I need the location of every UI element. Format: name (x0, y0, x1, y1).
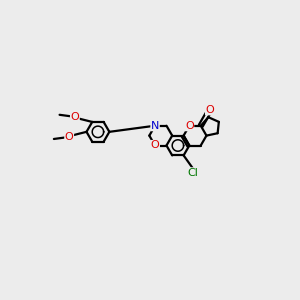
Text: O: O (185, 121, 194, 131)
Text: N: N (151, 121, 159, 131)
Text: O: O (206, 105, 214, 115)
Text: O: O (151, 140, 159, 151)
Text: Cl: Cl (188, 168, 198, 178)
Text: O: O (70, 112, 79, 122)
Text: O: O (65, 132, 74, 142)
